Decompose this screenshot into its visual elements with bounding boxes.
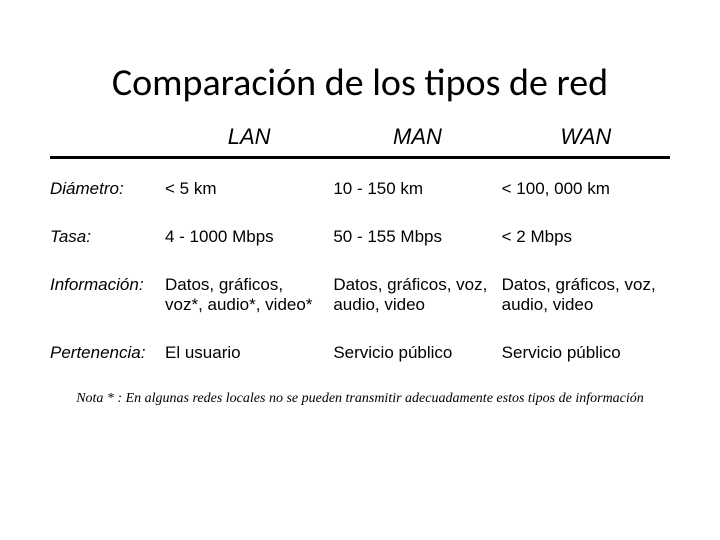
cell-pertenencia-wan: Servicio público: [502, 343, 670, 363]
footnote: Nota * : En algunas redes locales no se …: [50, 391, 670, 407]
cell-informacion-man: Datos, gráficos, voz, audio, video: [333, 275, 501, 315]
cell-tasa-wan: < 2 Mbps: [502, 227, 670, 247]
cell-diametro-wan: < 100, 000 km: [502, 179, 670, 199]
cell-tasa-man: 50 - 155 Mbps: [333, 227, 501, 247]
cell-tasa-lan: 4 - 1000 Mbps: [165, 227, 333, 247]
cell-pertenencia-man: Servicio público: [333, 343, 501, 363]
cell-informacion-wan: Datos, gráficos, voz, audio, video: [502, 275, 670, 315]
row-label-diametro: Diámetro:: [50, 179, 165, 199]
header-lan: LAN: [165, 124, 333, 150]
header-spacer: [50, 124, 165, 150]
header-wan: WAN: [502, 124, 670, 150]
row-label-pertenencia: Pertenencia:: [50, 343, 165, 363]
table-row: Pertenencia: El usuario Servicio público…: [50, 343, 670, 363]
page-title: Comparación de los tipos de red: [50, 60, 670, 106]
row-label-tasa: Tasa:: [50, 227, 165, 247]
table-header-row: LAN MAN WAN: [50, 124, 670, 159]
cell-diametro-man: 10 - 150 km: [333, 179, 501, 199]
cell-pertenencia-lan: El usuario: [165, 343, 333, 363]
table-row: Diámetro: < 5 km 10 - 150 km < 100, 000 …: [50, 179, 670, 199]
table-row: Tasa: 4 - 1000 Mbps 50 - 155 Mbps < 2 Mb…: [50, 227, 670, 247]
row-label-informacion: Información:: [50, 275, 165, 315]
cell-diametro-lan: < 5 km: [165, 179, 333, 199]
table-row: Información: Datos, gráficos, voz*, audi…: [50, 275, 670, 315]
cell-informacion-lan: Datos, gráficos, voz*, audio*, video*: [165, 275, 333, 315]
header-man: MAN: [333, 124, 501, 150]
